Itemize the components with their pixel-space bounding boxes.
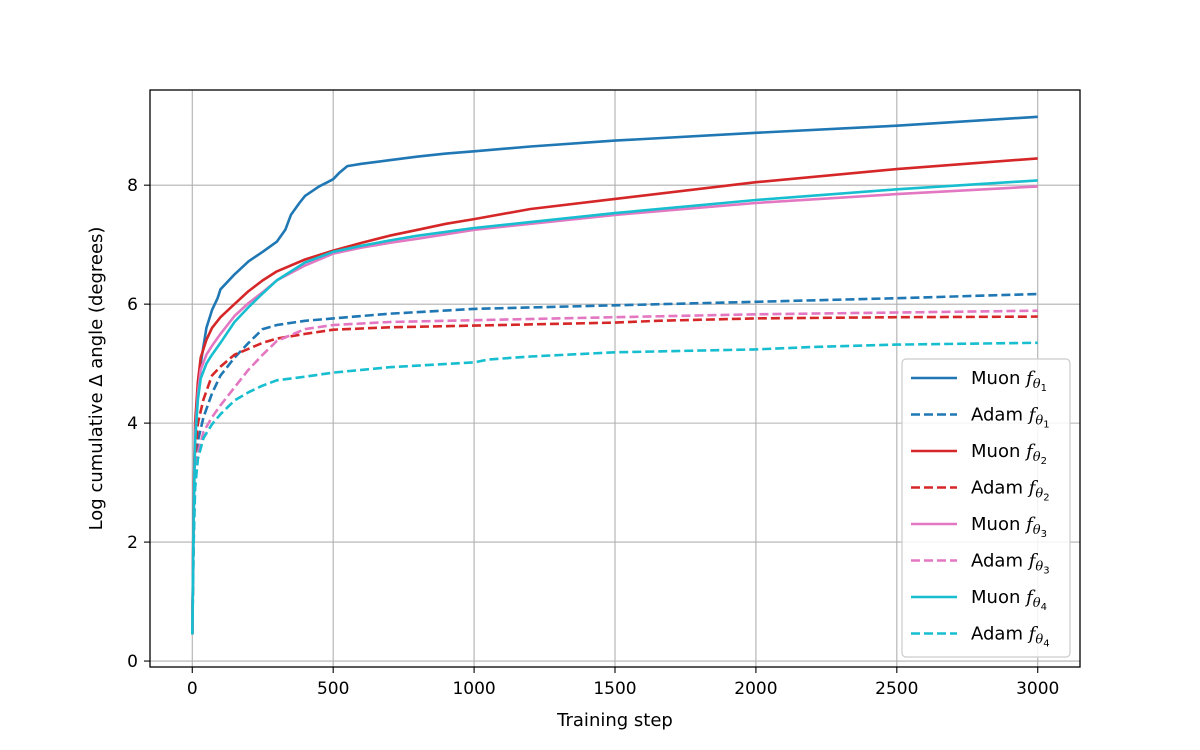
series-line-7 xyxy=(191,179,1038,635)
series-line-4 xyxy=(191,315,1038,635)
y-tick-label: 0 xyxy=(127,652,138,672)
x-tick-label: 2000 xyxy=(734,679,777,699)
legend-label: Adam fθ3 xyxy=(971,551,1050,577)
series-line-8 xyxy=(191,341,1038,635)
x-tick-label: 3000 xyxy=(1016,679,1059,699)
y-tick-label: 8 xyxy=(127,176,138,196)
x-tick-label: 1500 xyxy=(593,679,636,699)
y-tick-label: 2 xyxy=(127,533,138,553)
x-tick-label: 2500 xyxy=(875,679,918,699)
legend-label: Adam fθ4 xyxy=(971,624,1050,650)
series-lines xyxy=(191,115,1038,635)
x-tick-label: 0 xyxy=(187,679,198,699)
series-line-3 xyxy=(191,157,1038,635)
y-tick-label: 4 xyxy=(127,414,138,434)
series-line-6 xyxy=(191,309,1038,635)
legend-box xyxy=(901,358,1071,658)
legend-label: Muon fθ4 xyxy=(971,587,1047,613)
x-axis-label: Training step xyxy=(556,710,673,731)
x-tick-label: 1000 xyxy=(452,679,495,699)
axis-ticks: 0 500 1000 1500 2000 2500 3000 0 2 4 6 8 xyxy=(127,176,1059,699)
y-tick-label: 6 xyxy=(127,295,138,315)
series-line-1 xyxy=(191,115,1038,635)
x-tick-label: 500 xyxy=(317,679,349,699)
legend-label: Adam fθ1 xyxy=(971,405,1050,431)
y-axis-label: Log cumulative Δ angle (degrees) xyxy=(86,227,107,531)
series-line-2 xyxy=(191,292,1038,635)
